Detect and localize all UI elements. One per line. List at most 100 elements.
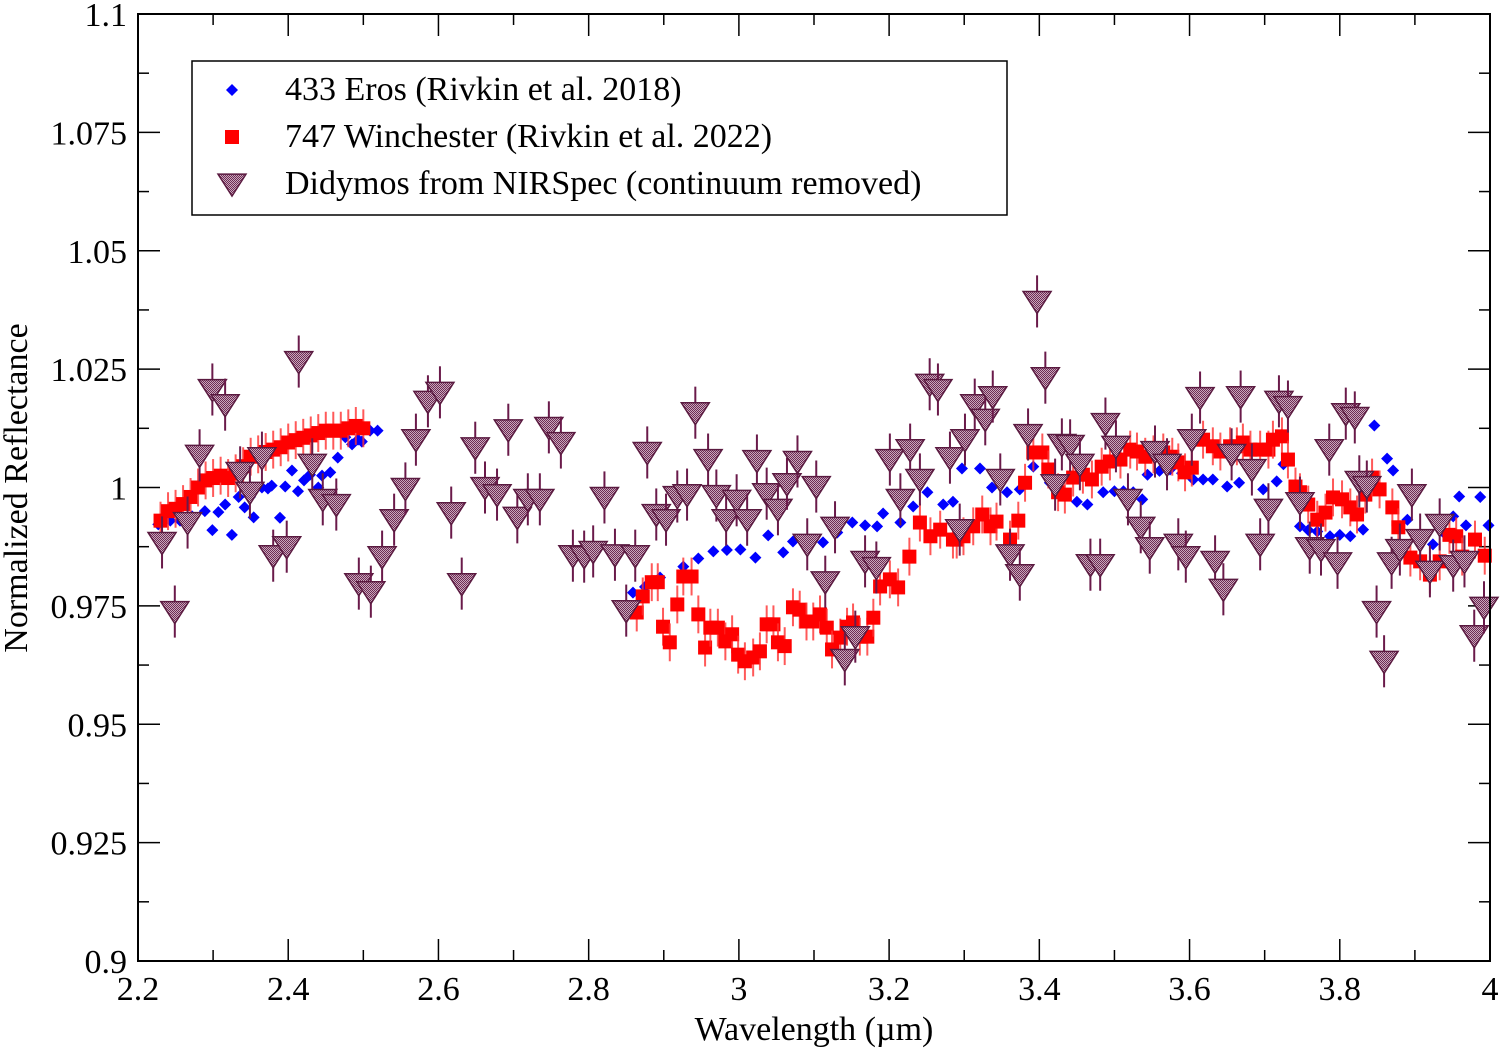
- didymos-point: [1170, 545, 1202, 571]
- didymos-point: [1004, 563, 1036, 589]
- didymos-point: [1368, 650, 1400, 675]
- y-tick-label: 1.025: [51, 352, 128, 389]
- eros-point: [291, 485, 304, 498]
- didymos-point: [577, 540, 609, 565]
- didymos-point: [524, 488, 556, 513]
- y-tick-label: 1.05: [68, 234, 128, 271]
- didymos-point: [246, 447, 278, 472]
- didymos-point: [296, 453, 328, 478]
- legend: 433 Eros (Rivkin et al. 2018) 747 Winche…: [191, 60, 1008, 216]
- didymos-point: [944, 518, 976, 544]
- didymos-point: [1449, 550, 1480, 575]
- eros-point: [749, 551, 762, 564]
- didymos-point: [829, 648, 861, 673]
- didymos-point: [599, 544, 631, 569]
- didymos-point: [589, 486, 620, 511]
- didymos-point: [1139, 440, 1171, 466]
- didymos-point: [1064, 453, 1096, 478]
- eros-point: [279, 480, 292, 493]
- winchester-point: [1018, 475, 1033, 490]
- didymos-point: [839, 626, 871, 651]
- didymos-point: [791, 533, 823, 558]
- eros-point: [225, 528, 238, 541]
- didymos-point: [257, 545, 289, 570]
- eros-point: [1097, 486, 1110, 499]
- eros-point: [1070, 495, 1083, 508]
- didymos-point: [922, 378, 954, 403]
- eros-point: [1453, 490, 1466, 503]
- didymos-point: [1305, 538, 1337, 564]
- winchester-point: [819, 620, 834, 635]
- didymos-point: [209, 393, 241, 419]
- didymos-point: [390, 477, 421, 502]
- winchester-point: [989, 514, 1004, 529]
- eros-point: [1206, 473, 1219, 486]
- didymos-point: [271, 536, 303, 561]
- didymos-point: [984, 468, 1016, 493]
- didymos-point: [172, 511, 203, 537]
- didymos-point: [692, 448, 724, 474]
- eros-point: [206, 524, 219, 537]
- didymos-point: [1351, 475, 1383, 501]
- winchester-point: [891, 580, 906, 595]
- eros-point: [877, 507, 890, 520]
- didymos-point: [977, 385, 1009, 411]
- legend-label-didymos: Didymos from NIRSpec (continuum removed): [285, 165, 921, 202]
- winchester-point: [933, 522, 948, 537]
- eros-point: [1474, 490, 1487, 503]
- eros-point: [937, 498, 950, 511]
- eros-point: [371, 424, 384, 437]
- eros-point: [1302, 524, 1315, 537]
- winchester-point: [1391, 520, 1406, 535]
- winchester-point: [1084, 472, 1099, 487]
- x-axis-label: Wavelength (µm): [695, 1011, 934, 1048]
- didymos-point: [1244, 533, 1276, 558]
- winchester-point: [1035, 445, 1050, 460]
- series-didymos: [146, 275, 1500, 688]
- eros-point: [1387, 464, 1400, 477]
- didymos-point: [710, 509, 742, 534]
- eros-point: [265, 479, 278, 492]
- didymos-point: [1054, 434, 1086, 459]
- eros-point: [285, 464, 298, 477]
- didymos-point: [631, 441, 663, 466]
- didymos-point: [650, 509, 682, 534]
- didymos-point: [283, 350, 315, 376]
- didymos-point: [1134, 536, 1166, 562]
- didymos-point: [196, 378, 228, 403]
- didymos-point: [1404, 528, 1436, 554]
- didymos-point: [1361, 600, 1392, 626]
- winchester-point: [691, 607, 706, 622]
- legend-box: [191, 60, 1008, 216]
- x-tick-label: 2.2: [117, 971, 160, 1008]
- eros-point: [324, 466, 337, 479]
- winchester-point: [1449, 529, 1464, 544]
- didymos-point: [1100, 435, 1132, 460]
- winchester-point: [650, 575, 665, 590]
- y-tick-label: 0.975: [51, 589, 128, 626]
- winchester-point: [902, 549, 917, 564]
- series-winchester: [153, 407, 1492, 681]
- didymos-point: [1414, 560, 1446, 585]
- didymos-point: [934, 447, 966, 472]
- didymos-point: [446, 572, 478, 598]
- didymos-point: [1207, 578, 1239, 603]
- eros-point: [1233, 476, 1246, 489]
- winchester-point: [1372, 482, 1387, 497]
- didymos-point: [1322, 552, 1353, 577]
- didymos-point: [184, 444, 215, 469]
- eros-point: [907, 500, 920, 513]
- eros-point: [1136, 493, 1149, 506]
- eros-point: [973, 462, 986, 475]
- winchester-point: [1011, 513, 1026, 528]
- didymos-point: [1272, 395, 1304, 421]
- didymos-point: [809, 571, 841, 596]
- didymos-point: [459, 437, 491, 462]
- winchester-point: [635, 589, 650, 604]
- didymos-point: [1151, 453, 1183, 478]
- winchester-point: [777, 639, 792, 654]
- didymos-point: [1029, 366, 1061, 392]
- eros-point: [1197, 473, 1210, 486]
- x-tick-label: 3.8: [1319, 971, 1362, 1008]
